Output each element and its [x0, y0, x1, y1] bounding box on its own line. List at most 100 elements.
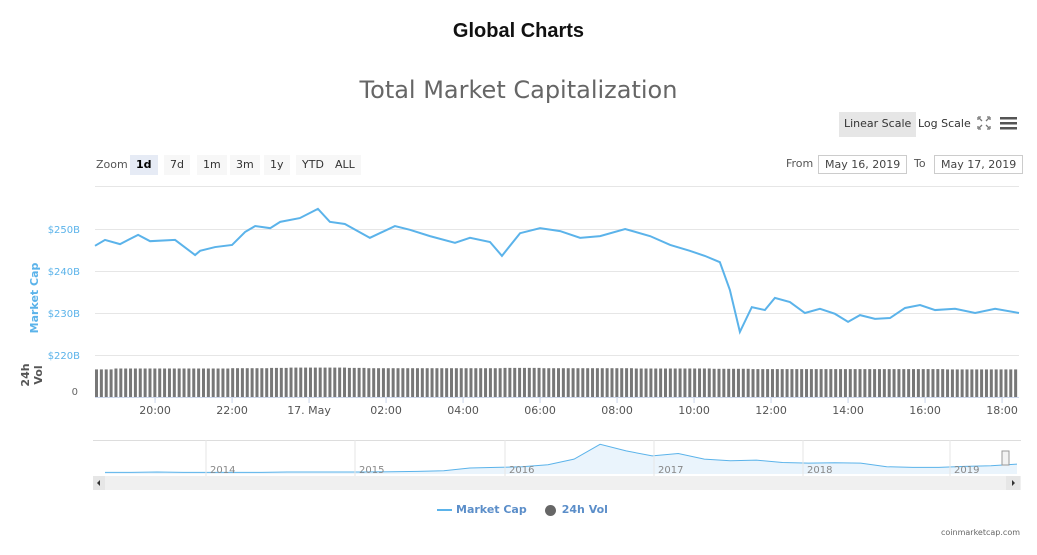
vol-bar	[333, 367, 337, 397]
vol-bar	[274, 367, 278, 397]
vol-bar	[381, 368, 385, 397]
vol-bar	[114, 368, 118, 397]
page-title: Global Charts	[452, 20, 585, 42]
vol-bar	[187, 368, 191, 397]
vol-bar	[255, 368, 259, 397]
navigator-year-label: 2019	[954, 465, 979, 476]
vol-bar	[644, 368, 648, 397]
zoom-ytd-button[interactable]: YTD	[296, 155, 330, 175]
vol-bar	[955, 369, 959, 397]
y-tick-label: $230B	[48, 309, 80, 320]
x-tick-label: 06:00	[524, 404, 556, 417]
x-tick-label: 10:00	[678, 404, 710, 417]
vol-bar	[148, 368, 152, 397]
vol-bar	[673, 368, 677, 397]
vol-bar	[785, 369, 789, 397]
vol-bar	[182, 368, 186, 397]
vol-bar	[386, 368, 390, 397]
vol-bar	[984, 369, 988, 397]
vol-bar	[727, 368, 731, 397]
zoom-1y-button[interactable]: 1y	[264, 155, 290, 175]
vol-bar	[450, 368, 454, 397]
fullscreen-icon[interactable]	[977, 116, 991, 130]
y-tick-label: $240B	[48, 267, 80, 278]
vol-bar	[678, 368, 682, 397]
menu-icon[interactable]	[1000, 116, 1017, 130]
vol-bar	[289, 367, 293, 397]
zoom-3m-button[interactable]: 3m	[230, 155, 260, 175]
vol-bar	[177, 368, 181, 397]
vol-bar	[537, 367, 541, 397]
x-tick-label: 20:00	[139, 404, 171, 417]
vol-bar	[488, 368, 492, 397]
vol-bar	[824, 369, 828, 397]
to-date-input[interactable]: May 17, 2019	[934, 155, 1024, 174]
zoom-all-button[interactable]: ALL	[329, 155, 361, 175]
vol-bar	[430, 368, 434, 397]
vol-bar	[518, 367, 522, 397]
log-scale-button[interactable]: Log Scale	[918, 117, 971, 130]
vol-bar	[158, 368, 162, 397]
vol-bar	[634, 368, 638, 397]
legend-24h-vol[interactable]: 24h Vol	[544, 503, 608, 516]
vol-bar	[503, 367, 507, 397]
vol-bar	[299, 367, 303, 397]
vol-axis-title-1: 24h	[19, 363, 32, 386]
vol-bar	[999, 369, 1003, 397]
vol-bar	[547, 368, 551, 397]
vol-bar	[941, 369, 945, 397]
vol-bar	[683, 368, 687, 397]
vol-bar	[766, 369, 770, 397]
vol-bar	[1004, 369, 1008, 397]
vol-bar	[270, 367, 274, 397]
vol-bar	[236, 368, 240, 397]
linear-scale-button[interactable]: Linear Scale	[839, 112, 917, 137]
vol-bar	[629, 368, 633, 397]
vol-bar	[231, 368, 235, 397]
vol-bar	[211, 368, 215, 397]
from-label: From	[786, 157, 814, 170]
from-date-input[interactable]: May 16, 2019	[818, 155, 908, 174]
vol-bar	[474, 368, 478, 397]
vol-bar	[522, 367, 526, 397]
vol-bar	[192, 368, 196, 397]
y-axis-title: Market Cap	[28, 263, 41, 334]
vol-bar	[610, 368, 614, 397]
vol-tick-0: 0	[72, 387, 78, 398]
vol-bar	[435, 368, 439, 397]
main-chart[interactable]: Market Cap 24h Vol 0 $250B $240B $230B $220…	[0, 180, 1037, 420]
vol-bar	[693, 368, 697, 397]
scrollbar[interactable]	[93, 476, 1021, 490]
navigator-area	[105, 444, 1017, 474]
vol-bar	[654, 368, 658, 397]
vol-bar	[663, 368, 667, 397]
vol-bar	[552, 368, 556, 397]
vol-bar	[907, 369, 911, 397]
vol-bar	[576, 368, 580, 397]
vol-bar	[124, 368, 128, 397]
zoom-7d-button[interactable]: 7d	[164, 155, 190, 175]
navigator[interactable]: 2014 2015 2016 2017 2018 2019	[93, 440, 1021, 492]
vol-bar	[566, 368, 570, 397]
vol-bar	[620, 368, 624, 397]
vol-bar	[994, 369, 998, 397]
zoom-1d-button[interactable]: 1d	[130, 155, 158, 175]
vol-bar	[172, 368, 176, 397]
vol-bar	[600, 368, 604, 397]
vol-bar	[741, 368, 745, 397]
vol-bar	[313, 367, 317, 397]
vol-bar	[746, 368, 750, 397]
vol-bar	[513, 367, 517, 397]
vol-bar	[221, 368, 225, 397]
navigator-handle[interactable]	[1001, 450, 1010, 466]
vol-bar	[853, 369, 857, 397]
legend-market-cap[interactable]: Market Cap	[437, 503, 527, 516]
vol-bar	[338, 367, 342, 397]
vol-bar	[508, 367, 512, 397]
navigator-year-label: 2015	[359, 465, 384, 476]
zoom-1m-button[interactable]: 1m	[197, 155, 227, 175]
vol-bar	[469, 368, 473, 397]
vol-bar	[897, 369, 901, 397]
vol-bar	[557, 368, 560, 397]
vol-bar	[425, 368, 429, 397]
